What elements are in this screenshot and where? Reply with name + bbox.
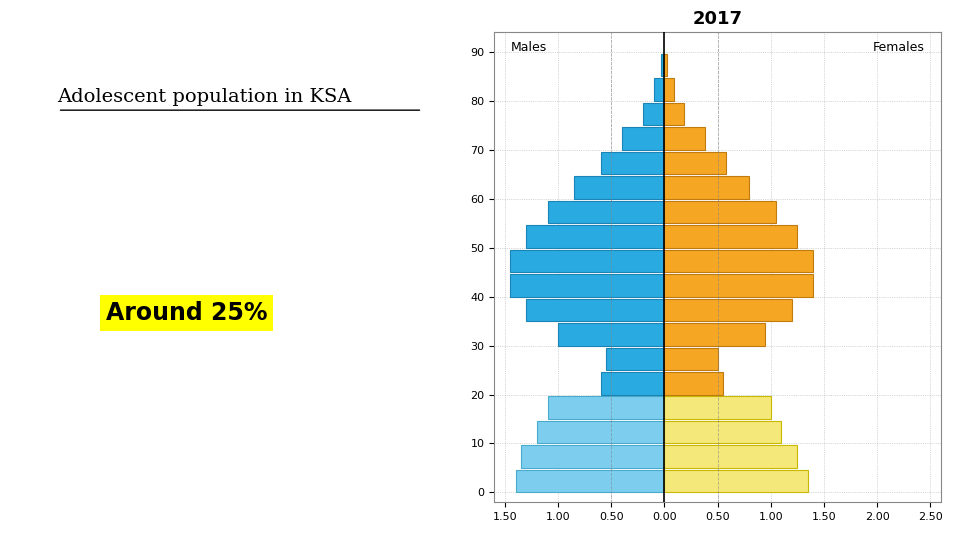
Bar [516, 470, 664, 492]
Bar [664, 78, 674, 101]
Bar [574, 176, 664, 199]
Bar [643, 103, 664, 125]
Bar [601, 152, 664, 174]
Bar [511, 274, 664, 296]
Bar [606, 348, 664, 370]
Text: Females: Females [873, 40, 924, 53]
Bar [547, 201, 664, 223]
Bar [521, 446, 664, 468]
Bar [601, 372, 664, 395]
Bar [622, 127, 664, 150]
Text: Adolescent population in KSA: Adolescent population in KSA [58, 88, 352, 106]
Bar [664, 201, 776, 223]
Bar [526, 225, 664, 248]
Bar [664, 249, 813, 272]
Bar [664, 323, 765, 346]
Bar [558, 323, 664, 346]
Bar [511, 249, 664, 272]
Bar [664, 372, 723, 395]
Bar [664, 54, 666, 77]
Bar [664, 127, 705, 150]
Bar [664, 176, 750, 199]
Bar [664, 396, 771, 419]
Bar [661, 54, 664, 77]
Bar [664, 225, 798, 248]
Bar [664, 299, 792, 321]
Bar [664, 274, 813, 296]
Text: Around 25%: Around 25% [106, 301, 267, 325]
Bar [664, 446, 798, 468]
Bar [664, 470, 808, 492]
Bar [547, 396, 664, 419]
Bar [654, 78, 664, 101]
Title: 2017: 2017 [692, 10, 743, 28]
Bar [664, 103, 684, 125]
Bar [537, 421, 664, 443]
Bar [664, 152, 726, 174]
Bar [664, 421, 781, 443]
Bar [664, 348, 717, 370]
Text: Males: Males [511, 40, 546, 53]
Bar [526, 299, 664, 321]
